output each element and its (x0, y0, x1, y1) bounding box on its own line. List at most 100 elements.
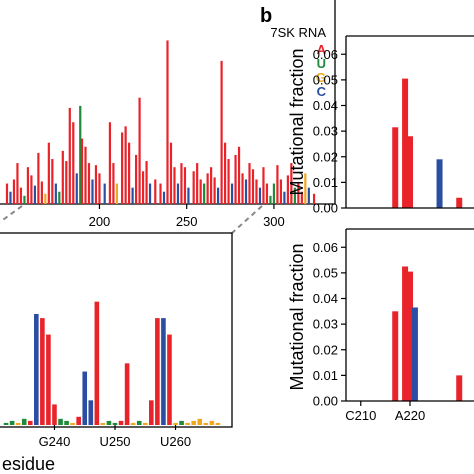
full-bar-45 (169, 142, 173, 204)
zoom-bar-15 (94, 301, 100, 425)
full-bar-54 (203, 183, 206, 204)
zoom-bar-12 (76, 416, 81, 425)
legend-item-C: C (317, 84, 327, 99)
full-bar-52 (196, 163, 199, 204)
b-top-y-tick-label-3: 0.03 (313, 124, 338, 139)
full-bar-33 (124, 126, 127, 204)
full-bar-30 (112, 163, 115, 204)
full-bar-38 (141, 171, 145, 204)
b-top-y-tick-label-2: 0.02 (313, 149, 338, 164)
zoom-bar-0 (3, 422, 9, 425)
zoom-bar-22 (136, 420, 142, 425)
full-bar-74 (272, 183, 276, 204)
full-bar-25 (91, 179, 94, 204)
b-top-bar-3 (436, 159, 443, 208)
full-bar-42 (159, 183, 162, 204)
zoom-bar-16 (100, 422, 106, 425)
full-bar-55 (206, 173, 209, 204)
zoom-bar-28 (173, 422, 178, 425)
full-bar-84 (307, 187, 310, 204)
b-top-bar-1 (402, 78, 409, 208)
full-bar-24 (87, 163, 91, 204)
full-bar-4 (19, 187, 23, 204)
zoom-bar-6 (40, 318, 45, 425)
zoom-bar-30 (185, 422, 190, 425)
b-bottom-bar-2 (407, 271, 413, 401)
full-bar-43 (162, 191, 166, 204)
full-bar-23 (84, 146, 87, 204)
full-x-tick-label-2: 300 (263, 214, 285, 229)
full-bar-47 (176, 183, 180, 204)
full-bar-1 (9, 191, 12, 204)
zoom-bar-21 (130, 422, 136, 425)
full-bar-9 (37, 152, 40, 204)
full-bar-16 (61, 150, 64, 204)
full-bar-64 (237, 146, 241, 204)
zoom-bar-3 (21, 418, 27, 425)
panel-b-bottom: 0.00 0.01 0.02 0.03 0.04 0.05 0.06 C210 A220 Mut… (287, 228, 474, 423)
zoom-bar-33 (203, 422, 209, 425)
b-bottom-bar-3 (411, 307, 418, 401)
zoom-bar-23 (142, 422, 148, 425)
full-bar-56 (210, 167, 213, 204)
legend-item-G: G (316, 70, 326, 85)
full-bar-62 (230, 183, 234, 204)
full-bar-65 (241, 173, 244, 204)
full-bar-28 (103, 183, 106, 204)
full-bar-72 (265, 183, 269, 204)
full-bar-37 (138, 97, 141, 204)
zoom-bar-4 (27, 420, 33, 425)
panel-b-letter: b (260, 5, 272, 27)
b-bottom-bar-4 (456, 375, 463, 402)
full-bar-75 (276, 165, 279, 204)
full-bar-0 (5, 183, 9, 204)
full-bar-78 (286, 175, 289, 204)
full-bar-22 (80, 138, 84, 204)
zoom-connector-left (0, 205, 23, 223)
full-bar-59 (220, 60, 223, 204)
b-bottom-x-tick-label-1: A220 (395, 408, 425, 423)
full-bar-36 (134, 154, 138, 204)
full-bar-18 (68, 107, 71, 204)
full-bar-46 (173, 167, 176, 204)
zoom-bar-35 (215, 422, 221, 425)
full-bar-60 (223, 142, 227, 204)
zoom-bar-10 (64, 420, 69, 425)
zoom-bar-9 (58, 418, 63, 425)
full-bar-15 (58, 191, 61, 204)
b-bottom-y-tick-label-1: 0.01 (313, 368, 338, 383)
full-bar-61 (227, 159, 230, 204)
b-top-y-tick-label-5: 0.05 (313, 72, 338, 87)
full-bar-20 (75, 173, 78, 204)
full-bar-77 (283, 191, 286, 204)
zoom-bar-1 (9, 420, 15, 425)
full-bar-53 (199, 179, 202, 204)
zoom-bar-25 (155, 318, 160, 425)
full-bar-76 (279, 179, 283, 204)
full-bar-40 (148, 183, 152, 204)
full-bar-63 (234, 154, 237, 204)
full-x-tick-label-1: 250 (176, 214, 198, 229)
full-bar-10 (40, 181, 43, 204)
zoom-bar-20 (124, 363, 130, 425)
full-bar-17 (65, 161, 68, 204)
panel-zoom: G240 U250 U260 esidue (0, 232, 233, 474)
zoom-bar-8 (52, 404, 57, 425)
full-bar-14 (54, 183, 57, 204)
full-bar-13 (51, 159, 54, 204)
zoom-x-axis-label: esidue (2, 454, 55, 474)
b-top-y-tick-label-4: 0.04 (313, 98, 338, 113)
zoom-bar-2 (15, 422, 21, 425)
zoom-bar-32 (197, 418, 203, 425)
full-bar-83 (304, 173, 307, 204)
full-bar-11 (44, 193, 47, 204)
full-bar-82 (300, 191, 303, 204)
b-top-y-tick-label-0: 0.00 (313, 201, 338, 216)
full-bar-35 (131, 187, 134, 204)
full-bar-57 (213, 177, 216, 204)
full-bar-2 (12, 179, 16, 204)
zoom-bar-17 (106, 420, 112, 425)
zoom-x-tick-label-1: U250 (99, 434, 130, 449)
zoom-bar-5 (34, 314, 39, 425)
